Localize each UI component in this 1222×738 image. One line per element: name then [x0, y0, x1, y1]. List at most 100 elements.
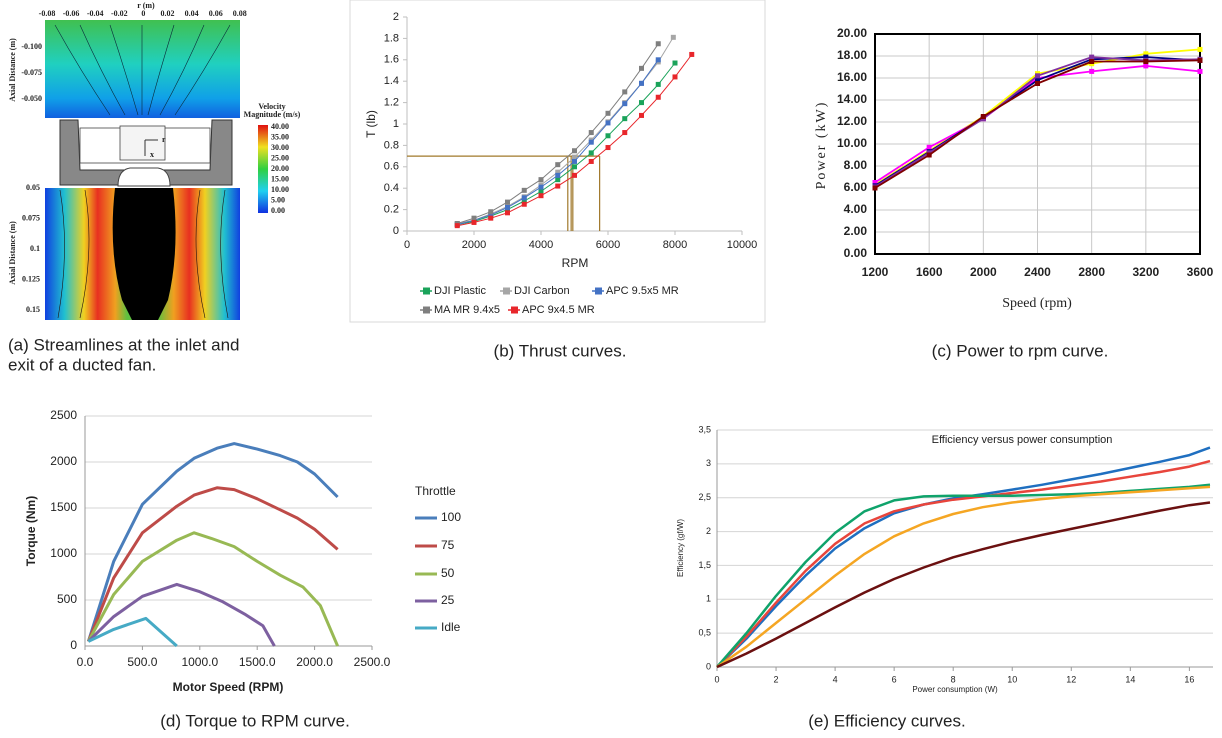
- x-tick-label: 0: [714, 674, 719, 684]
- y-tick-label: 0: [706, 661, 711, 671]
- y-tick-label: -0.100: [21, 42, 42, 51]
- caption: (e) Efficiency curves.: [808, 711, 965, 730]
- colorbar-tick: 0.00: [271, 206, 285, 215]
- marker: [639, 112, 644, 118]
- caption: exit of a ducted fan.: [8, 355, 156, 374]
- legend-label: MA MR 9.4x5: [434, 304, 500, 316]
- marker: [572, 158, 577, 164]
- series-line: [457, 37, 674, 224]
- marker: [622, 116, 628, 122]
- marker: [488, 215, 494, 221]
- x-tick-label: 0.0: [77, 655, 94, 669]
- marker: [926, 152, 932, 158]
- colorbar-tick: 5.00: [271, 195, 285, 204]
- marker: [572, 164, 577, 170]
- marker: [505, 204, 510, 210]
- y-tick-label: -0.050: [21, 94, 42, 103]
- colorbar-tick: 30.00: [271, 143, 289, 152]
- marker: [488, 209, 494, 215]
- y-tick-label: 2000: [50, 454, 77, 468]
- y-axis-title: Power (kW): [814, 101, 829, 190]
- marker: [471, 219, 477, 225]
- x-tick-label: 12: [1066, 674, 1076, 684]
- y-tick-label: 500: [57, 592, 77, 606]
- series-line: [716, 459, 1211, 668]
- y-tick-label: 1.4: [384, 75, 399, 87]
- marker: [538, 193, 544, 199]
- marker: [488, 212, 494, 218]
- y-tick-label: 0.6: [384, 161, 399, 173]
- marker: [471, 215, 477, 221]
- marker: [1035, 73, 1040, 79]
- x-tick-label: 0.06: [209, 9, 223, 18]
- x-tick-label: -0.02: [111, 9, 128, 18]
- x-tick-label: 2800: [1078, 265, 1105, 279]
- y-tick-label: 12.00: [837, 114, 867, 128]
- marker: [521, 187, 527, 193]
- legend-label: DJI Plastic: [434, 285, 486, 297]
- x-tick-label: 4: [833, 674, 838, 684]
- marker: [555, 172, 561, 178]
- y-tick-label: 6.00: [844, 180, 868, 194]
- axis-title: Axial Distance (m): [8, 221, 17, 285]
- legend-label: 25: [441, 593, 455, 607]
- x-axis-title: Speed (rpm): [1002, 296, 1072, 311]
- x-tick-label: 14: [1125, 674, 1135, 684]
- plot-frame: [874, 33, 1201, 255]
- marker: [622, 89, 628, 95]
- legend-title: Throttle: [415, 484, 456, 498]
- marker: [872, 185, 878, 191]
- caption: (a) Streamlines at the inlet and: [8, 335, 240, 354]
- marker: [521, 198, 527, 204]
- marker: [1197, 57, 1203, 63]
- caption: (c) Power to rpm curve.: [932, 341, 1109, 360]
- marker: [655, 94, 661, 100]
- x-tick-label: 8000: [663, 239, 687, 251]
- marker: [588, 139, 594, 145]
- x-tick-label: 1000.0: [181, 655, 218, 669]
- legend-label: 75: [441, 538, 455, 552]
- colorbar: [258, 125, 268, 213]
- x-tick-label: 500.0: [127, 655, 157, 669]
- colorbar-tick: 20.00: [271, 164, 289, 173]
- marker: [1035, 77, 1040, 83]
- streamlines: [54, 24, 231, 116]
- y-tick-label: 1: [393, 118, 399, 130]
- x-tick-label: -0.04: [87, 9, 104, 18]
- y-tick-label: 1,5: [698, 560, 711, 570]
- marker: [655, 57, 661, 63]
- x-tick-label: 4000: [529, 239, 553, 251]
- series-line: [86, 442, 339, 642]
- marker: [655, 41, 661, 47]
- y-tick-label: 0.075: [22, 213, 40, 222]
- x-tick-label: 6000: [596, 239, 620, 251]
- y-tick-label: 2: [706, 526, 711, 536]
- panel-a: r x r (m) -0.08 -0.06 -0.04 -0.02 0 0.02 0.04 0.…: [8, 1, 301, 375]
- series-line: [716, 446, 1211, 668]
- y-tick-label: 16.00: [837, 70, 867, 84]
- x-tick-label: 1500.0: [239, 655, 276, 669]
- marker: [505, 210, 510, 216]
- x-tick-label: 2400: [1024, 265, 1051, 279]
- series-line: [457, 62, 676, 226]
- marker: [555, 162, 561, 168]
- x-tick-label: 2000.0: [296, 655, 333, 669]
- legend-label: DJI Carbon: [514, 285, 570, 297]
- x-tick-label: 1200: [862, 265, 889, 279]
- y-tick-label: 0.05: [26, 183, 40, 192]
- x-tick-label: 8: [951, 674, 956, 684]
- x-tick-label: 2000: [970, 265, 997, 279]
- y-tick-label: 2,5: [698, 492, 711, 502]
- marker: [454, 223, 460, 229]
- marker: [605, 133, 611, 139]
- y-tick-label: 0,5: [698, 628, 711, 638]
- marker: [605, 145, 611, 151]
- series-line: [457, 59, 659, 226]
- marker: [572, 148, 577, 154]
- y-axis-title: Torque (Nm): [24, 496, 38, 566]
- marker: [672, 74, 678, 80]
- y-tick-label: 0.4: [384, 182, 399, 194]
- marker: [670, 34, 676, 40]
- marker: [588, 130, 594, 136]
